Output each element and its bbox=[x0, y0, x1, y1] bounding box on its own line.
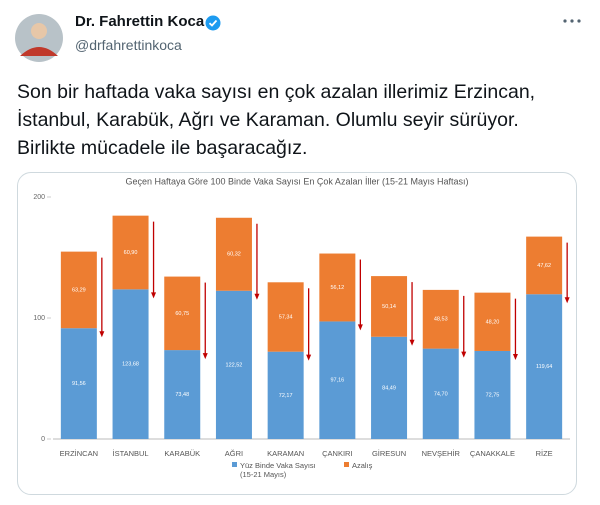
x-tick-label: ERZİNCAN bbox=[60, 449, 98, 458]
trend-arrowhead bbox=[151, 292, 157, 299]
bar-segment bbox=[60, 251, 97, 329]
x-tick-label: ÇANAKKALE bbox=[470, 449, 515, 458]
bar-segment bbox=[371, 276, 408, 337]
bar-segment bbox=[474, 350, 511, 439]
avatar bbox=[15, 14, 63, 62]
bar-segment bbox=[267, 282, 304, 352]
more-menu[interactable] bbox=[560, 15, 584, 27]
data-label: 63,29 bbox=[72, 287, 86, 293]
data-label: 84,49 bbox=[382, 385, 396, 391]
avatar-body bbox=[20, 47, 58, 56]
x-tick-label: İSTANBUL bbox=[112, 449, 148, 458]
bar-segment bbox=[215, 290, 252, 439]
bar-segment bbox=[526, 236, 563, 295]
data-label: 72,17 bbox=[279, 393, 293, 399]
data-label: 56,12 bbox=[330, 285, 344, 291]
trend-arrowhead bbox=[357, 324, 363, 331]
x-tick-label: KARABÜK bbox=[164, 449, 200, 458]
bar-segment bbox=[422, 289, 459, 349]
x-tick-label: AĞRI bbox=[225, 449, 243, 458]
data-label: 73,48 bbox=[175, 392, 189, 398]
data-label: 50,14 bbox=[382, 304, 396, 310]
bar-segment bbox=[112, 289, 149, 439]
data-label: 48,20 bbox=[486, 319, 500, 325]
bar-segment bbox=[422, 348, 459, 439]
x-tick-label: ÇANKIRI bbox=[322, 449, 352, 458]
data-label: 60,90 bbox=[124, 250, 138, 256]
x-tick-label: GİRESUN bbox=[372, 449, 406, 458]
trend-arrowhead bbox=[202, 353, 208, 360]
data-label: 74,70 bbox=[434, 391, 448, 397]
data-label: 97,16 bbox=[330, 378, 344, 384]
bar-segment bbox=[267, 351, 304, 439]
avatar-face bbox=[31, 23, 47, 39]
x-tick-label: NEVŞEHİR bbox=[422, 449, 461, 458]
tweet-text: Son bir haftada vaka sayısı en çok azala… bbox=[17, 81, 536, 159]
y-tick-label: 100 bbox=[33, 315, 45, 322]
legend-swatch bbox=[344, 462, 349, 467]
data-label: 91,56 bbox=[72, 381, 86, 387]
legend-label: Azalış bbox=[352, 461, 373, 470]
bar-segment bbox=[215, 217, 252, 291]
trend-arrowhead bbox=[564, 297, 570, 304]
legend-swatch bbox=[232, 462, 237, 467]
data-label: 48,53 bbox=[434, 317, 448, 323]
data-label: 123,68 bbox=[122, 362, 139, 368]
legend-label: Yüz Binde Vaka Sayısı (15-21 Mayıs) bbox=[240, 461, 316, 479]
chart: Geçen Haftaya Göre 100 Binde Vaka Sayısı… bbox=[33, 176, 570, 458]
bar-segment bbox=[60, 328, 97, 439]
trend-arrowhead bbox=[254, 293, 260, 300]
trend-arrowhead bbox=[409, 339, 415, 346]
user-handle[interactable]: @drfahrettinkoca bbox=[75, 37, 182, 53]
data-label: 57,34 bbox=[279, 314, 293, 320]
trend-arrowhead bbox=[306, 354, 312, 361]
data-label: 72,75 bbox=[486, 392, 500, 398]
user-name[interactable]: Dr. Fahrettin Koca bbox=[75, 13, 205, 30]
data-label: 60,32 bbox=[227, 252, 241, 258]
bar-segment bbox=[319, 321, 356, 439]
trend-arrowhead bbox=[99, 331, 105, 338]
legend: Yüz Binde Vaka Sayısı (15-21 Mayıs) Azalı… bbox=[232, 461, 372, 479]
trend-arrowhead bbox=[512, 353, 518, 360]
bar-segment bbox=[112, 215, 149, 290]
bar-segment bbox=[164, 350, 201, 439]
data-label: 122,52 bbox=[226, 362, 243, 368]
bar-segment bbox=[319, 253, 356, 322]
bar-segment bbox=[164, 276, 201, 351]
bar-segment bbox=[371, 336, 408, 439]
verified-badge bbox=[205, 15, 221, 31]
data-label: 60,75 bbox=[175, 311, 189, 317]
legend-item: Yüz Binde Vaka Sayısı (15-21 Mayıs) bbox=[232, 461, 330, 479]
x-tick-label: RİZE bbox=[536, 449, 553, 458]
bar-segment bbox=[474, 292, 511, 351]
legend-item: Azalış bbox=[344, 461, 372, 479]
y-tick-label: 0 bbox=[41, 436, 45, 443]
bar-segment bbox=[526, 294, 563, 439]
data-label: 119,64 bbox=[536, 364, 552, 370]
y-tick-label: 200 bbox=[33, 194, 45, 201]
x-tick-label: KARAMAN bbox=[267, 449, 304, 458]
chart-title: Geçen Haftaya Göre 100 Binde Vaka Sayısı… bbox=[125, 176, 468, 186]
tweet-image[interactable]: Geçen Haftaya Göre 100 Binde Vaka Sayısı… bbox=[17, 172, 577, 495]
data-label: 47,62 bbox=[537, 263, 551, 269]
trend-arrowhead bbox=[461, 351, 467, 358]
